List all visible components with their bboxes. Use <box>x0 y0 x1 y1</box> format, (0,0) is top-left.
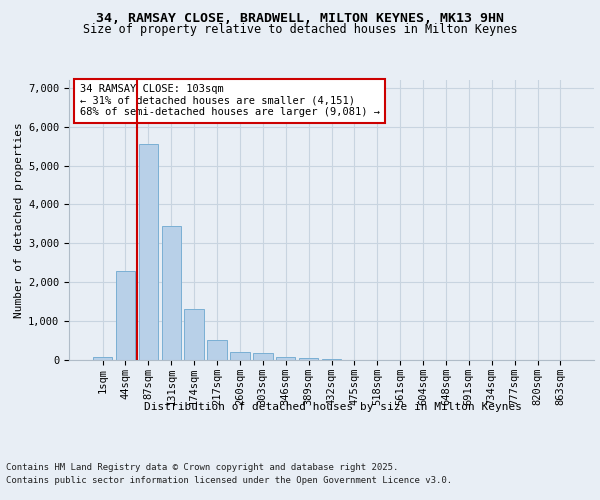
Bar <box>93 357 112 360</box>
Bar <box>208 340 227 360</box>
Bar <box>253 354 272 360</box>
Bar <box>161 226 181 360</box>
Bar <box>276 356 295 360</box>
Text: Size of property relative to detached houses in Milton Keynes: Size of property relative to detached ho… <box>83 24 517 36</box>
Bar <box>116 270 135 360</box>
Bar <box>230 352 250 360</box>
Text: Contains HM Land Registry data © Crown copyright and database right 2025.: Contains HM Land Registry data © Crown c… <box>6 462 398 471</box>
Bar <box>299 358 319 360</box>
Bar <box>139 144 158 360</box>
Y-axis label: Number of detached properties: Number of detached properties <box>14 122 24 318</box>
Text: 34 RAMSAY CLOSE: 103sqm
← 31% of detached houses are smaller (4,151)
68% of semi: 34 RAMSAY CLOSE: 103sqm ← 31% of detache… <box>79 84 380 117</box>
Bar <box>322 359 341 360</box>
Bar <box>184 308 204 360</box>
Text: Distribution of detached houses by size in Milton Keynes: Distribution of detached houses by size … <box>144 402 522 412</box>
Text: Contains public sector information licensed under the Open Government Licence v3: Contains public sector information licen… <box>6 476 452 485</box>
Text: 34, RAMSAY CLOSE, BRADWELL, MILTON KEYNES, MK13 9HN: 34, RAMSAY CLOSE, BRADWELL, MILTON KEYNE… <box>96 12 504 26</box>
